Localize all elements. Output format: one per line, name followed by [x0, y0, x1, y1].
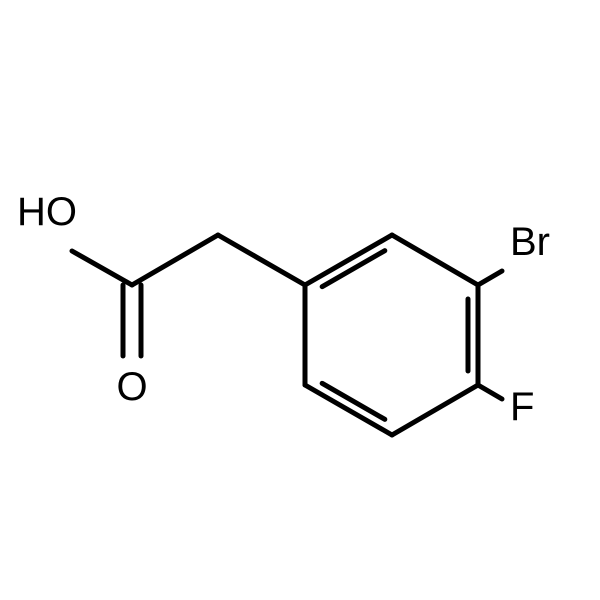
bond — [392, 385, 478, 435]
bond — [218, 235, 305, 285]
hydroxyl-label: HO — [17, 190, 77, 234]
bromine-label: Br — [510, 220, 550, 264]
bond — [392, 235, 478, 285]
bond — [72, 251, 132, 285]
bond — [478, 385, 502, 399]
bond — [305, 385, 392, 435]
bond — [478, 271, 502, 285]
carbonyl-oxygen-label: O — [116, 365, 147, 409]
chemical-structure: HO O Br F — [0, 0, 600, 600]
fluorine-label: F — [510, 385, 534, 429]
bond — [132, 235, 218, 285]
bond — [305, 235, 392, 285]
